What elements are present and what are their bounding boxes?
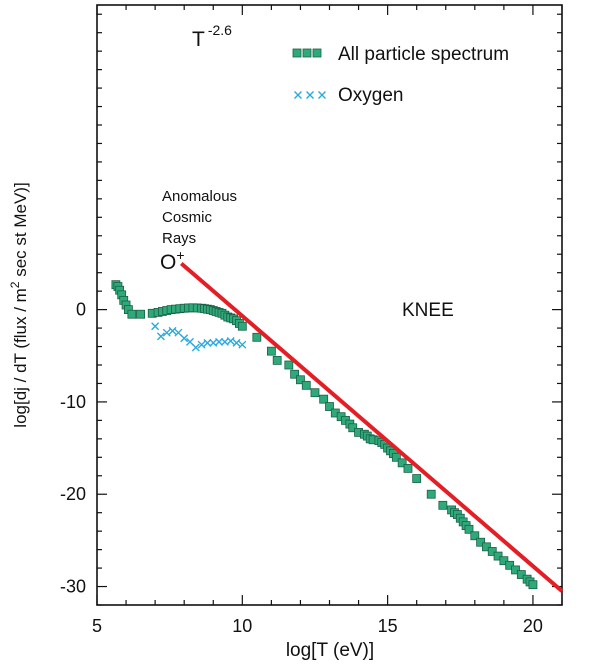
data-point-all-particle	[482, 542, 491, 552]
data-point-all-particle	[310, 388, 320, 398]
legend-x	[318, 91, 326, 99]
data-point-all-particle	[426, 489, 436, 499]
x-axis-label: log[T (eV)]	[286, 640, 374, 661]
legend-square	[302, 48, 312, 58]
legend-marker-oxygen	[294, 91, 326, 99]
data-point-all-particle	[272, 355, 282, 365]
data-point-all-particle	[266, 346, 276, 356]
axis-ticks	[96, 5, 563, 606]
data-point-all-particle	[301, 380, 311, 390]
legend-marker-all-particle	[292, 48, 322, 58]
data-point-oxygen	[180, 334, 189, 343]
y-tick-label: 0	[76, 300, 86, 320]
data-point-oxygen	[191, 343, 200, 352]
data-point-all-particle	[319, 394, 329, 404]
data-point-all-particle	[290, 369, 300, 379]
data-point-all-particle	[511, 565, 520, 575]
data-point-all-particle	[464, 524, 474, 534]
data-point-all-particle	[499, 556, 509, 566]
data-point-all-particle	[505, 560, 515, 570]
data-point-all-particle	[296, 375, 305, 385]
data-point-oxygen	[197, 340, 206, 349]
y-tick-label: -30	[60, 577, 86, 597]
data-point-all-particle	[284, 360, 294, 370]
data-point-all-particle	[476, 537, 486, 547]
y-axis-label-part2: sec st MeV)]	[11, 182, 30, 281]
power-law-fit-line	[179, 261, 564, 593]
anomalous-label-3: Rays	[162, 230, 196, 247]
legend-label-all-particle: All particle spectrum	[338, 44, 509, 65]
data-point-all-particle	[136, 309, 145, 319]
series-all-particle	[111, 280, 538, 590]
data-point-all-particle	[487, 547, 497, 556]
legend: All particle spectrum Oxygen	[292, 44, 509, 106]
data-point-all-particle	[438, 500, 448, 510]
anomalous-label-1: Anomalous	[162, 188, 237, 205]
data-point-oxygen	[238, 340, 247, 349]
x-tick-label: 20	[523, 616, 543, 636]
data-point-oxygen	[203, 338, 212, 347]
data-point-all-particle	[325, 402, 334, 411]
y-tick-label: -10	[60, 392, 86, 412]
power-law-base: T	[192, 28, 205, 51]
legend-x	[306, 91, 314, 99]
power-law-annotation: T -2.6	[192, 22, 232, 51]
data-point-oxygen	[232, 338, 241, 347]
legend-square	[312, 48, 322, 58]
data-point-all-particle	[403, 463, 413, 473]
data-point-oxygen	[226, 337, 235, 345]
y-axis-label-sup: 2	[8, 281, 22, 288]
data-point-all-particle	[348, 423, 358, 433]
legend-square	[292, 48, 302, 58]
data-point-oxygen	[151, 322, 160, 331]
plot-frame	[96, 4, 563, 606]
series-oxygen	[151, 322, 247, 352]
data-point-all-particle	[237, 321, 247, 331]
legend-x	[294, 91, 302, 99]
o-plus-label: O+	[160, 247, 185, 274]
y-axis-label: log[dj / dT (flux / m2 sec st MeV)]	[8, 182, 30, 427]
y-tick-labels: 0 -10 -20 -30	[60, 300, 86, 597]
data-point-all-particle	[127, 309, 137, 319]
data-point-oxygen	[156, 332, 165, 341]
data-point-all-particle	[391, 452, 401, 462]
data-point-all-particle	[252, 332, 262, 342]
data-point-all-particle	[493, 551, 503, 561]
x-tick-label: 10	[232, 616, 252, 636]
data-point-all-particle	[470, 531, 480, 541]
data-point-oxygen	[215, 337, 224, 346]
data-point-all-particle	[528, 580, 538, 590]
data-point-oxygen	[168, 326, 177, 335]
legend-label-oxygen: Oxygen	[338, 85, 403, 106]
y-tick-label: -20	[60, 484, 86, 504]
anomalous-label-2: Cosmic	[162, 209, 213, 226]
knee-label: KNEE	[402, 300, 454, 321]
data-point-oxygen	[162, 328, 171, 337]
x-tick-label: 15	[378, 616, 398, 636]
y-axis-label-part1: log[dj / dT (flux / m	[11, 288, 30, 428]
power-law-exponent: -2.6	[208, 22, 232, 38]
o-plus-sup: +	[176, 247, 184, 263]
x-tick-labels: 5 10 15 20	[92, 616, 543, 636]
data-point-all-particle	[397, 458, 407, 468]
x-tick-label: 5	[92, 616, 102, 636]
data-point-all-particle	[516, 570, 526, 579]
data-point-all-particle	[412, 474, 422, 483]
o-plus-base: O	[160, 251, 176, 274]
